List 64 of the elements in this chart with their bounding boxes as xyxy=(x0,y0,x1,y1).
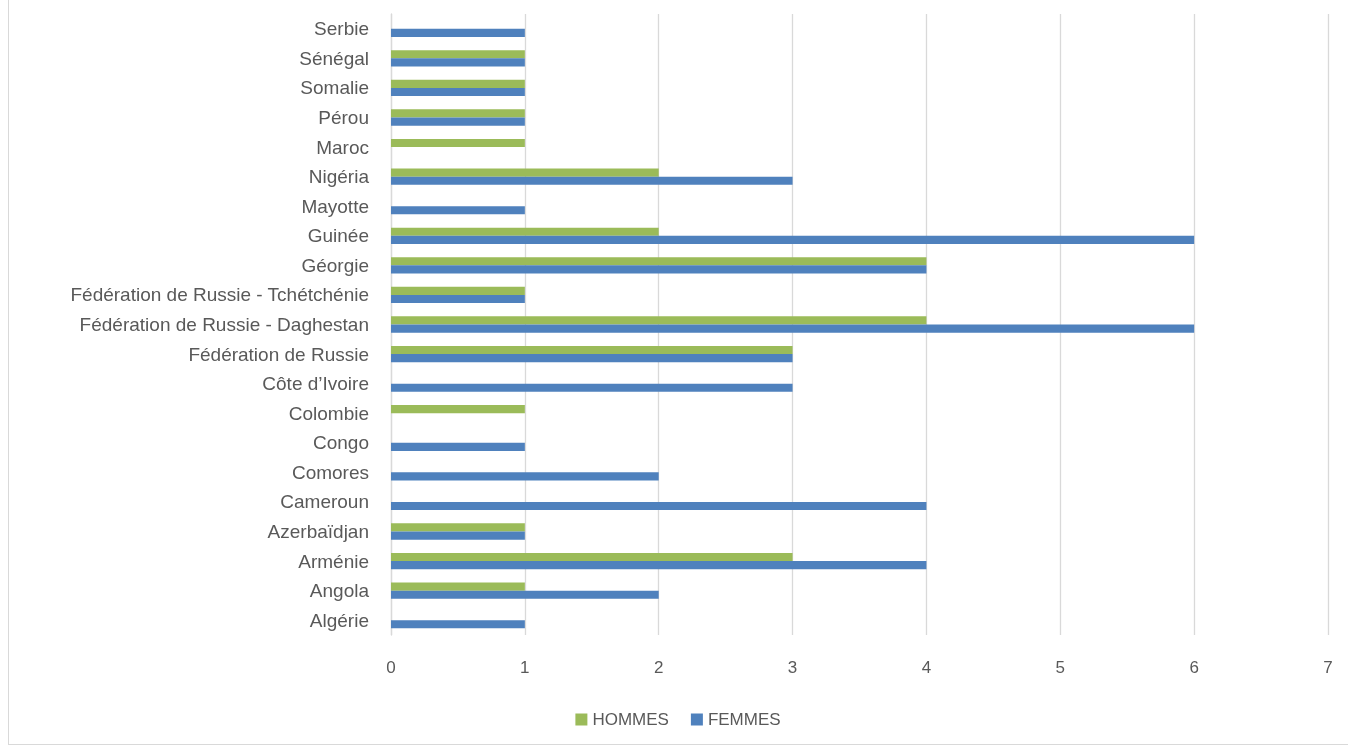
bar xyxy=(391,206,525,215)
bar xyxy=(391,117,525,126)
bar xyxy=(391,87,525,97)
bar xyxy=(391,620,525,629)
y-tick-label: Mayotte xyxy=(301,195,369,217)
bar xyxy=(391,235,1195,244)
bar xyxy=(391,79,525,88)
bar xyxy=(391,294,525,304)
bar xyxy=(391,168,659,177)
bar xyxy=(391,405,525,414)
bar xyxy=(391,531,525,540)
bar xyxy=(391,138,525,148)
bar xyxy=(391,109,525,118)
x-tick-label: 5 xyxy=(1055,658,1066,677)
bar xyxy=(391,472,659,481)
y-tick-label: Pérou xyxy=(318,107,369,128)
x-tick-label: 1 xyxy=(520,658,530,677)
y-tick-label: Algérie xyxy=(309,609,369,631)
bar xyxy=(391,257,927,266)
legend-label: FEMMES xyxy=(707,710,781,729)
y-tick-label: Géorgie xyxy=(301,254,369,276)
bar xyxy=(391,582,525,591)
y-tick-label: Guinée xyxy=(307,225,369,247)
y-tick-label: Serbie xyxy=(314,18,369,40)
bar xyxy=(391,523,525,532)
y-tick-label: Fédération de Russie - Daghestan xyxy=(79,314,369,335)
bar xyxy=(391,561,927,570)
y-tick-label: Somalie xyxy=(300,77,369,99)
x-tick-label: 3 xyxy=(787,658,798,677)
bar xyxy=(391,58,525,67)
y-tick-label: Maroc xyxy=(316,136,369,158)
x-tick-label: 4 xyxy=(921,658,932,677)
bar xyxy=(391,50,525,59)
y-tick-label: Nigéria xyxy=(308,166,370,188)
y-tick-label: Fédération de Russie xyxy=(188,343,369,365)
x-tick-label: 7 xyxy=(1323,658,1333,677)
legend-label: HOMMES xyxy=(592,710,669,729)
x-tick-label: 0 xyxy=(386,658,396,677)
y-tick-label: Angola xyxy=(309,580,370,602)
bar xyxy=(391,442,525,451)
y-tick-label: Fédération de Russie - Tchétchénie xyxy=(70,284,369,306)
bar xyxy=(391,28,525,37)
bar xyxy=(391,345,793,355)
y-tick-label: Congo xyxy=(313,432,369,454)
bar xyxy=(391,590,659,599)
bar xyxy=(391,316,927,325)
y-tick-label: Comores xyxy=(291,461,369,483)
bar xyxy=(391,286,525,295)
bar xyxy=(391,265,927,274)
x-tick-label: 2 xyxy=(653,658,664,677)
bar xyxy=(391,176,793,185)
y-tick-label: Colombie xyxy=(288,402,369,424)
y-tick-label: Sénégal xyxy=(299,47,369,69)
bar xyxy=(391,552,793,562)
bar xyxy=(391,227,659,236)
y-tick-label: Azerbaïdjan xyxy=(267,521,369,542)
x-tick-label: 6 xyxy=(1189,658,1199,677)
y-tick-label: Cameroun xyxy=(280,491,369,513)
bar xyxy=(391,324,1195,333)
bar xyxy=(391,501,927,511)
y-tick-label: Arménie xyxy=(298,550,369,572)
bar xyxy=(391,383,793,392)
y-tick-label: Côte d’Ivoire xyxy=(262,373,369,395)
bar xyxy=(391,354,793,363)
